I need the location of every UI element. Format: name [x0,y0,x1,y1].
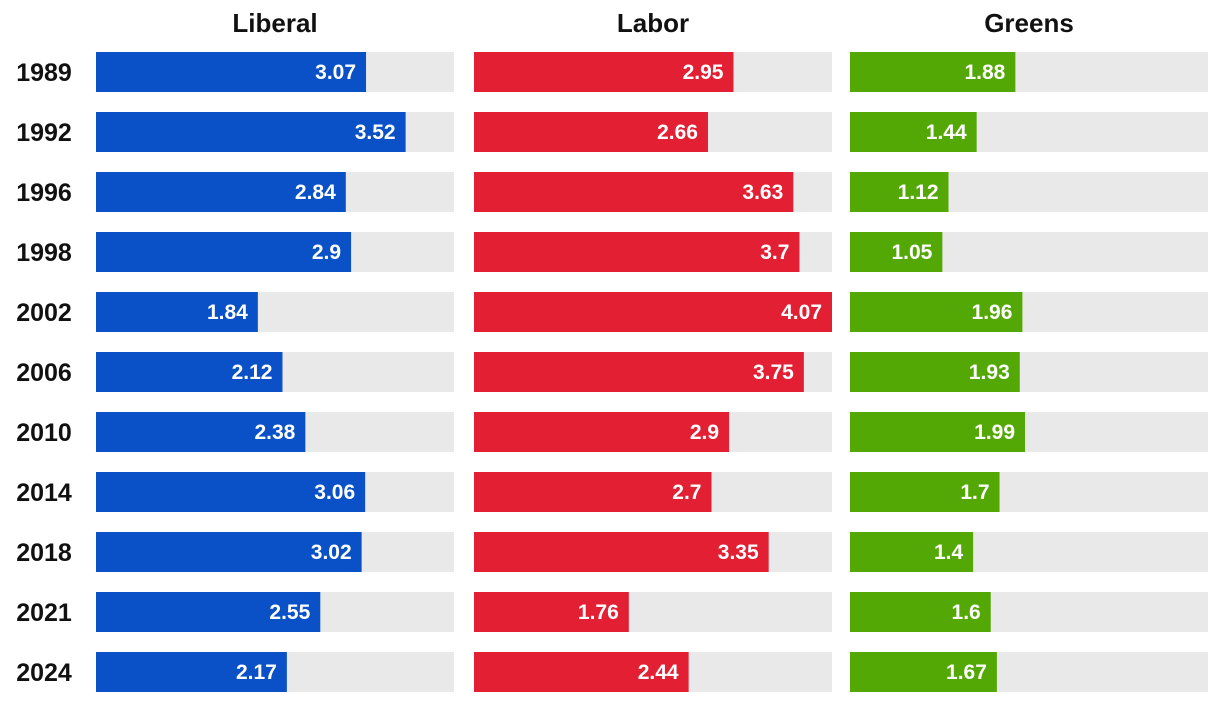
value-label: 3.52 [355,121,396,144]
bar-labor [474,592,629,632]
value-label: 4.07 [781,301,822,324]
value-label: 2.17 [236,661,277,684]
bar-greens [850,472,1000,512]
value-label: 2.12 [232,361,273,384]
value-label: 1.93 [969,361,1010,384]
panel-title-labor: Labor [617,8,689,38]
bar-greens [850,232,943,272]
bar-liberal [96,652,287,692]
value-label: 1.67 [946,661,987,684]
value-label: 3.7 [760,241,789,264]
value-label: 3.07 [315,61,356,84]
bar-greens [850,172,949,212]
year-label: 2014 [16,479,72,507]
bar-labor [474,532,769,572]
panel-title-greens: Greens [984,8,1074,38]
bar-labor [474,352,804,392]
bar-liberal [96,412,306,452]
bar-labor [474,232,800,272]
value-label: 1.05 [891,241,932,264]
bar-liberal [96,292,258,332]
bar-liberal [96,232,352,272]
year-label: 1998 [16,239,72,267]
year-label: 2006 [16,359,72,387]
value-label: 1.6 [952,601,981,624]
value-label: 2.38 [254,421,295,444]
bar-labor [474,652,689,692]
bar-greens [850,532,974,572]
bar-labor [474,412,730,452]
year-label: 1989 [16,59,72,87]
bar-greens [850,352,1020,392]
bar-liberal [96,532,362,572]
value-label: 3.02 [311,541,352,564]
bar-greens [850,292,1023,332]
bar-liberal [96,472,366,512]
bar-liberal [96,352,283,392]
panel-title-liberal: Liberal [232,8,317,38]
value-label: 2.95 [683,61,724,84]
year-label: 2024 [16,659,72,687]
value-label: 3.63 [742,181,783,204]
year-label: 1996 [16,179,72,207]
bar-labor [474,112,708,152]
bar-liberal [96,52,367,92]
bar-greens [850,412,1026,452]
value-label: 1.99 [974,421,1015,444]
bar-greens [850,592,991,632]
bar-liberal [96,112,406,152]
bar-labor [474,472,712,512]
value-label: 3.35 [718,541,759,564]
value-label: 3.75 [753,361,794,384]
value-label: 1.84 [207,301,248,324]
value-label: 2.55 [269,601,310,624]
bar-greens [850,652,997,692]
value-label: 1.4 [934,541,964,564]
value-label: 1.88 [964,61,1005,84]
value-label: 1.44 [926,121,967,144]
value-label: 1.96 [972,301,1013,324]
value-label: 3.06 [314,481,355,504]
bar-liberal [96,592,321,632]
year-label: 2010 [16,419,72,447]
value-label: 1.76 [578,601,619,624]
year-label: 2021 [16,599,72,627]
year-label: 1992 [16,119,72,147]
year-label: 2018 [16,539,72,567]
bar-greens [850,52,1016,92]
value-label: 1.7 [960,481,989,504]
bar-labor [474,292,832,332]
bar-liberal [96,172,346,212]
value-label: 2.9 [690,421,719,444]
year-label: 2002 [16,299,72,327]
value-label: 2.66 [657,121,698,144]
bar-labor [474,52,734,92]
bar-greens [850,112,977,152]
value-label: 2.84 [295,181,336,204]
value-label: 1.12 [898,181,939,204]
value-label: 2.44 [638,661,679,684]
value-label: 2.9 [312,241,341,264]
value-label: 2.7 [672,481,701,504]
bar-labor [474,172,794,212]
